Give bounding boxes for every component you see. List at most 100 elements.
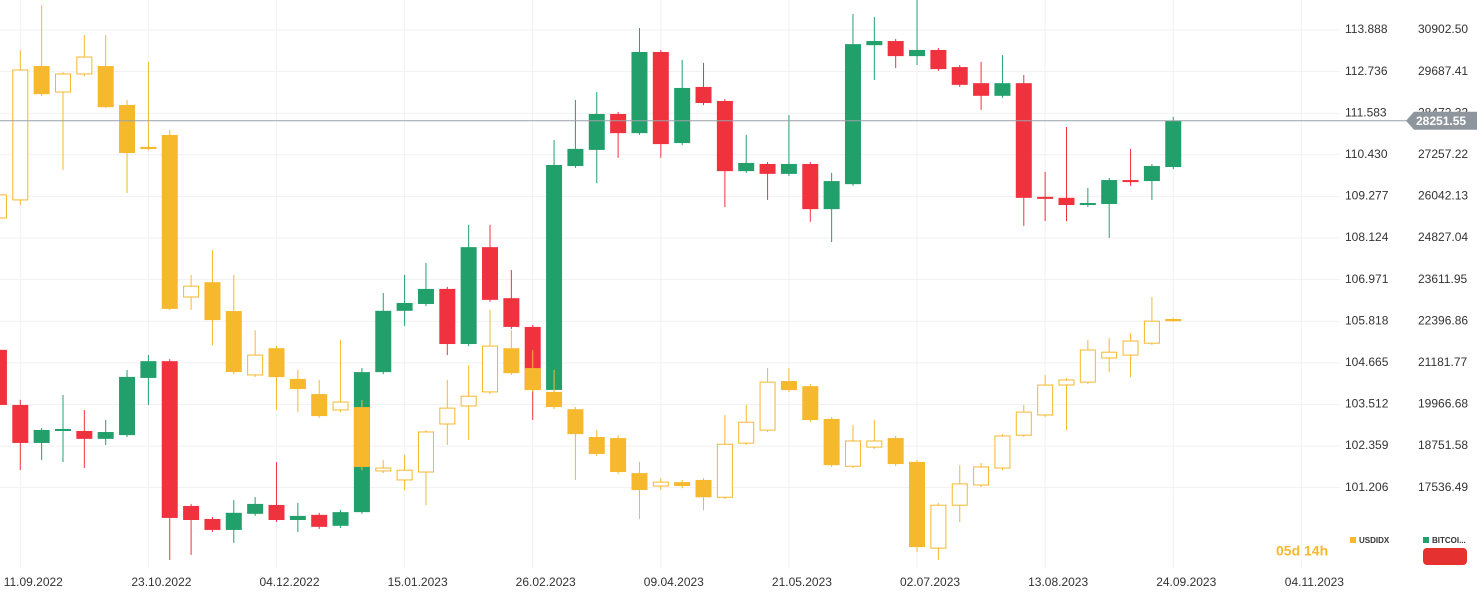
candle-body bbox=[610, 113, 627, 134]
candle-body bbox=[887, 438, 904, 465]
candle-body bbox=[97, 432, 114, 439]
legend-label: BITCOI... bbox=[1432, 536, 1466, 545]
candle-body bbox=[0, 194, 7, 219]
candle-body bbox=[738, 421, 755, 444]
y-tick-label: 113.888 bbox=[1345, 22, 1388, 36]
candle-body bbox=[951, 483, 968, 506]
candle-body bbox=[439, 407, 456, 425]
legend-swatch bbox=[1423, 537, 1429, 543]
candle-body bbox=[1165, 120, 1182, 168]
candle-body bbox=[54, 428, 71, 431]
y-tick-label: 104.665 bbox=[1345, 355, 1389, 369]
candle-body bbox=[674, 482, 691, 487]
candle-body bbox=[1079, 202, 1096, 206]
candle-body bbox=[780, 381, 797, 391]
countdown: 05d 14h bbox=[1276, 543, 1328, 559]
x-tick-label: 15.01.2023 bbox=[388, 575, 448, 589]
candle-body bbox=[482, 247, 499, 300]
x-tick-label: 02.07.2023 bbox=[900, 575, 960, 589]
candle-body bbox=[759, 381, 776, 431]
candle-body bbox=[567, 409, 584, 435]
y2-tick-label: 26042.13 bbox=[1418, 189, 1468, 203]
indicator-button[interactable] bbox=[1423, 548, 1467, 565]
candle-body bbox=[759, 163, 776, 174]
x-tick-label: 09.04.2023 bbox=[644, 575, 704, 589]
y2-tick-label: 19966.68 bbox=[1418, 397, 1468, 411]
candle-body bbox=[652, 52, 669, 145]
candle-body bbox=[930, 49, 947, 70]
y-tick-label: 112.736 bbox=[1345, 64, 1388, 78]
candle-body bbox=[460, 395, 477, 407]
candle-body bbox=[140, 146, 157, 150]
candle-body bbox=[161, 361, 178, 518]
candle-body bbox=[780, 163, 797, 174]
candle-body bbox=[375, 310, 392, 373]
candle-body bbox=[1143, 320, 1160, 344]
candle-body bbox=[866, 440, 883, 448]
candle-body bbox=[311, 514, 328, 527]
candle-body bbox=[225, 311, 242, 373]
y-tick-label: 110.430 bbox=[1345, 147, 1388, 161]
candle-body bbox=[1015, 411, 1032, 436]
candle-body bbox=[1122, 180, 1139, 183]
last-price-tag bbox=[1406, 111, 1477, 130]
candle-body bbox=[674, 87, 691, 144]
candle-body bbox=[695, 479, 712, 498]
candle-body bbox=[396, 302, 413, 311]
x-tick-label: 21.05.2023 bbox=[772, 575, 832, 589]
candle-body bbox=[268, 504, 285, 521]
candle-body bbox=[823, 418, 840, 466]
candle-body bbox=[631, 473, 648, 491]
candle-body bbox=[33, 429, 50, 443]
candle-body bbox=[460, 247, 477, 345]
x-tick-label: 24.09.2023 bbox=[1156, 575, 1216, 589]
y2-tick-label: 29687.41 bbox=[1418, 64, 1468, 78]
candle-body bbox=[524, 368, 541, 391]
last-price-label: 28251.55 bbox=[1416, 114, 1466, 128]
candle-body bbox=[417, 288, 434, 304]
candle-body bbox=[802, 163, 819, 210]
x-tick-label: 04.12.2022 bbox=[259, 575, 319, 589]
x-tick-label: 26.02.2023 bbox=[516, 575, 576, 589]
y2-tick-label: 24827.04 bbox=[1418, 230, 1468, 244]
y2-tick-label: 17536.49 bbox=[1418, 480, 1468, 494]
candle-body bbox=[311, 394, 328, 417]
candle-body bbox=[289, 515, 306, 521]
y-tick-label: 105.818 bbox=[1345, 313, 1389, 327]
candle-body bbox=[930, 504, 947, 549]
legend-label: USDIDX bbox=[1359, 536, 1390, 545]
candle-body bbox=[140, 361, 157, 378]
candle-body bbox=[247, 354, 264, 376]
candle-body bbox=[503, 298, 520, 327]
y-tick-label: 106.971 bbox=[1345, 272, 1389, 286]
candle-body bbox=[33, 66, 50, 95]
candle-body bbox=[973, 466, 990, 486]
y2-tick-label: 18751.58 bbox=[1418, 438, 1468, 452]
candle-body bbox=[823, 181, 840, 210]
candle-body bbox=[1143, 166, 1160, 182]
candle-body bbox=[909, 461, 926, 548]
candle-body bbox=[1037, 384, 1054, 416]
candle-body bbox=[76, 430, 93, 439]
candle-body bbox=[994, 435, 1011, 469]
candle-body bbox=[375, 467, 392, 472]
candle-body bbox=[54, 73, 71, 93]
candle-body bbox=[183, 285, 200, 298]
y-tick-label: 103.512 bbox=[1345, 397, 1389, 411]
y2-tick-label: 23611.95 bbox=[1418, 272, 1467, 286]
candle-body bbox=[652, 481, 669, 487]
candle-body bbox=[588, 113, 605, 150]
y2-tick-label: 22396.86 bbox=[1418, 313, 1468, 327]
candle-body bbox=[482, 345, 499, 393]
candle-body bbox=[204, 518, 221, 530]
candle-body bbox=[973, 83, 990, 96]
candle-body bbox=[12, 404, 29, 443]
candle-body bbox=[0, 349, 7, 405]
candle-body bbox=[588, 437, 605, 454]
candle-body bbox=[268, 348, 285, 378]
candle-body bbox=[332, 512, 349, 526]
candle-body bbox=[353, 407, 370, 467]
